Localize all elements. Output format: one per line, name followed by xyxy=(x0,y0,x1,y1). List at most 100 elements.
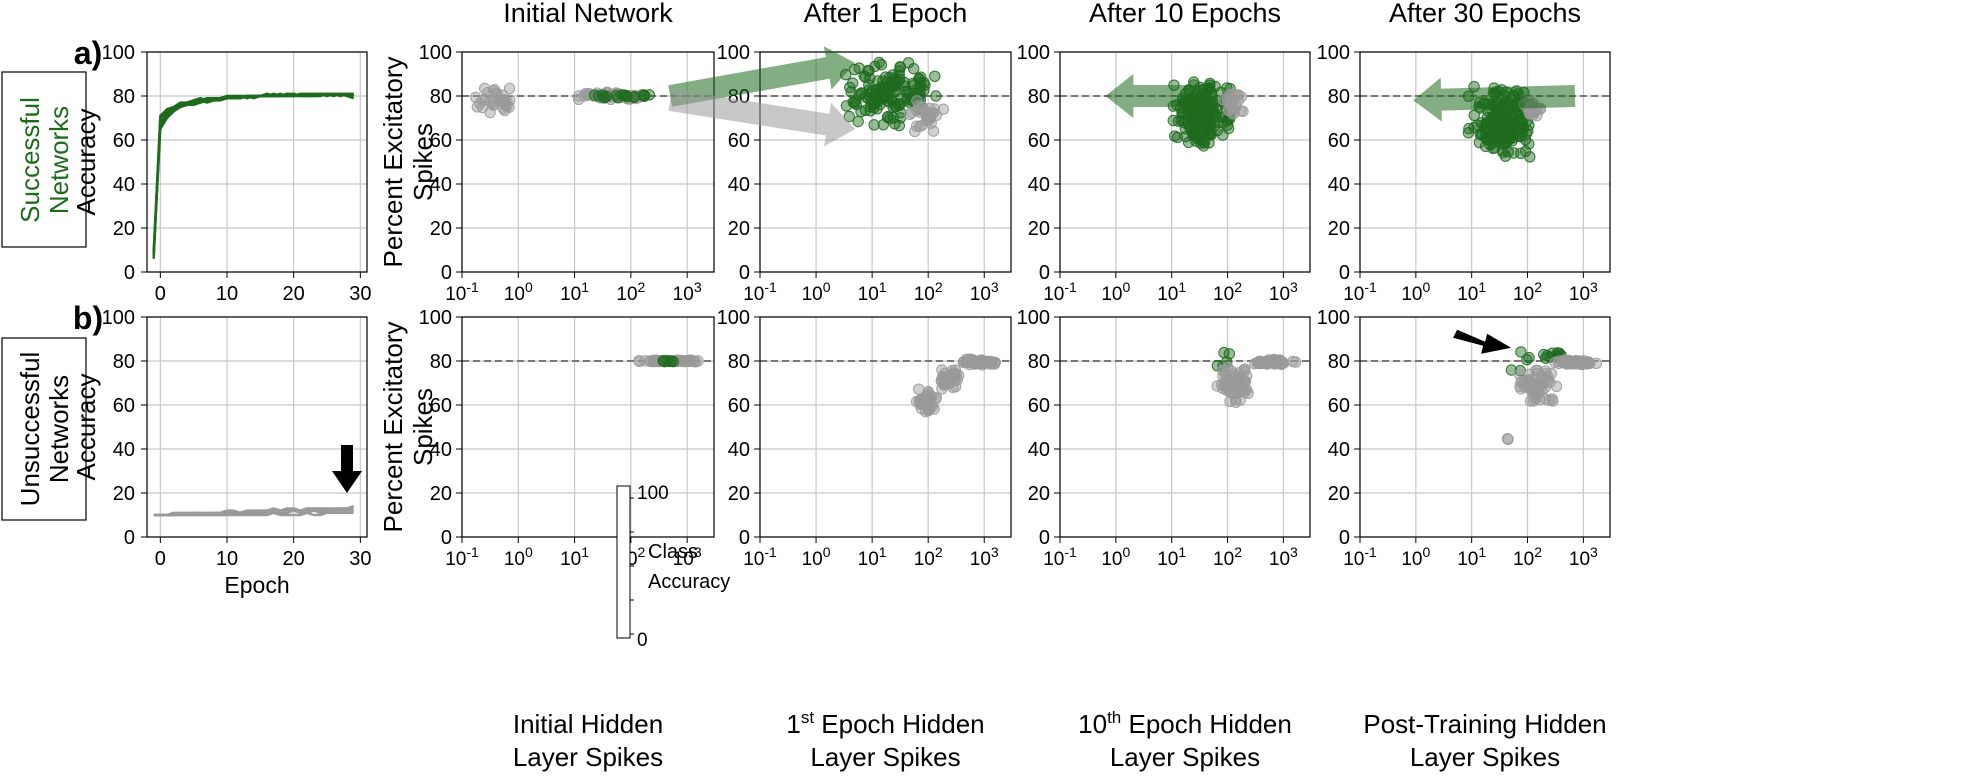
data-point xyxy=(1516,123,1528,136)
x-tick-label: 30 xyxy=(349,548,371,570)
data-point xyxy=(894,61,906,73)
accuracy-panel: 0 10 20 30 0 20 40 60 80 100 Accuracy xyxy=(71,42,371,305)
data-point xyxy=(633,355,646,367)
column-title: After 1 Epoch xyxy=(804,0,968,28)
x-tick-label: 103 xyxy=(673,544,702,570)
data-point xyxy=(1521,354,1533,366)
data-point xyxy=(923,392,935,404)
scatter-x-axis-label: Layer Spikes xyxy=(1110,742,1260,772)
axes-frame xyxy=(146,51,368,273)
x-tick-label: 103 xyxy=(673,279,702,305)
y-tick-label: 80 xyxy=(728,351,750,373)
colorbar-min-label: 0 xyxy=(637,630,648,651)
y-tick-label: 60 xyxy=(113,395,135,417)
y-tick-label: 60 xyxy=(1028,395,1050,417)
y-tick-label: 40 xyxy=(1028,174,1050,196)
data-point xyxy=(881,111,894,124)
axes-frame xyxy=(1359,51,1611,273)
x-tick-label: 101 xyxy=(1457,544,1486,570)
data-point xyxy=(986,356,998,368)
data-point xyxy=(1211,124,1224,137)
axes-frame xyxy=(461,51,715,273)
axes-frame xyxy=(461,316,715,538)
data-point xyxy=(1198,137,1211,149)
y-tick-label: 20 xyxy=(430,483,452,505)
annotation-arrow xyxy=(1453,329,1512,354)
accuracy-series-line xyxy=(152,92,354,257)
x-tick-label: 100 xyxy=(1101,544,1130,570)
data-point xyxy=(1515,346,1527,358)
y-tick-label: 100 xyxy=(419,307,452,329)
column-titles: Initial Network After 1 Epoch After 10 Epo… xyxy=(503,0,1581,28)
x-tick-label: 100 xyxy=(504,279,533,305)
data-point xyxy=(868,119,880,131)
data-point xyxy=(876,81,888,93)
data-point xyxy=(1581,357,1594,370)
y-tick-label: 100 xyxy=(1017,307,1050,329)
y-tick-label: 60 xyxy=(113,130,135,152)
y-tick-label: 100 xyxy=(102,42,135,64)
x-tick-label: 103 xyxy=(1569,544,1598,570)
y-tick-label: 80 xyxy=(113,351,135,373)
column-title: Initial Network xyxy=(503,0,673,28)
data-point xyxy=(1539,393,1552,405)
axes-frame xyxy=(759,316,1012,538)
data-point xyxy=(629,91,641,103)
data-point xyxy=(1228,372,1240,384)
data-point xyxy=(849,95,861,108)
y-tick-label: 60 xyxy=(430,130,452,152)
y-tick-label: 40 xyxy=(1028,439,1050,461)
data-point xyxy=(1187,127,1200,139)
x-tick-label: 10 xyxy=(216,283,238,305)
data-point xyxy=(964,356,976,369)
y-tick-label: 80 xyxy=(1028,351,1050,373)
y-tick-label: 20 xyxy=(1028,218,1050,240)
data-point xyxy=(1191,133,1204,145)
data-point xyxy=(493,95,506,107)
successful-label-line: Successful xyxy=(15,97,45,223)
data-point xyxy=(920,110,932,122)
x-tick-label: 100 xyxy=(1401,544,1430,570)
y-tick-label: 40 xyxy=(728,439,750,461)
data-point xyxy=(1249,358,1261,370)
data-point xyxy=(927,107,939,119)
data-point xyxy=(1212,116,1225,129)
data-point xyxy=(1486,137,1498,149)
data-point xyxy=(1562,358,1574,370)
scatter-x-axis-label: Layer Spikes xyxy=(810,742,960,772)
data-point xyxy=(939,378,951,390)
y-tick-label: 40 xyxy=(1328,174,1350,196)
data-point xyxy=(882,110,894,123)
data-point xyxy=(893,119,905,132)
data-point xyxy=(1496,130,1508,142)
transition-arrow-unsuccessful xyxy=(668,89,856,147)
scatter-y-axis-label-group: Percent Excitatory Spikes xyxy=(378,322,438,533)
transition-arrow-successful xyxy=(668,46,856,107)
x-tick-label: 0 xyxy=(155,548,166,570)
y-tick-label: 20 xyxy=(1028,483,1050,505)
x-tick-label: 102 xyxy=(1513,544,1542,570)
data-point xyxy=(1529,379,1541,391)
column-title: After 10 Epochs xyxy=(1089,0,1281,28)
y-tick-label: 100 xyxy=(1317,42,1350,64)
accuracy-series-line xyxy=(152,92,355,255)
data-point xyxy=(1571,357,1584,370)
scatter-x-axis-label: Layer Spikes xyxy=(513,742,663,772)
data-point xyxy=(1468,121,1480,134)
scatter-y-axis-label: Percent Excitatory xyxy=(378,57,408,268)
data-point xyxy=(950,368,963,380)
data-point xyxy=(1223,348,1236,360)
data-point xyxy=(973,356,986,368)
x-tick-label: 100 xyxy=(802,544,831,570)
y-tick-label: 60 xyxy=(728,130,750,152)
data-point xyxy=(503,82,516,95)
data-point xyxy=(894,107,907,119)
x-tick-label: 103 xyxy=(1269,544,1298,570)
data-point xyxy=(872,75,884,87)
successful-label-line: Networks xyxy=(44,106,74,214)
